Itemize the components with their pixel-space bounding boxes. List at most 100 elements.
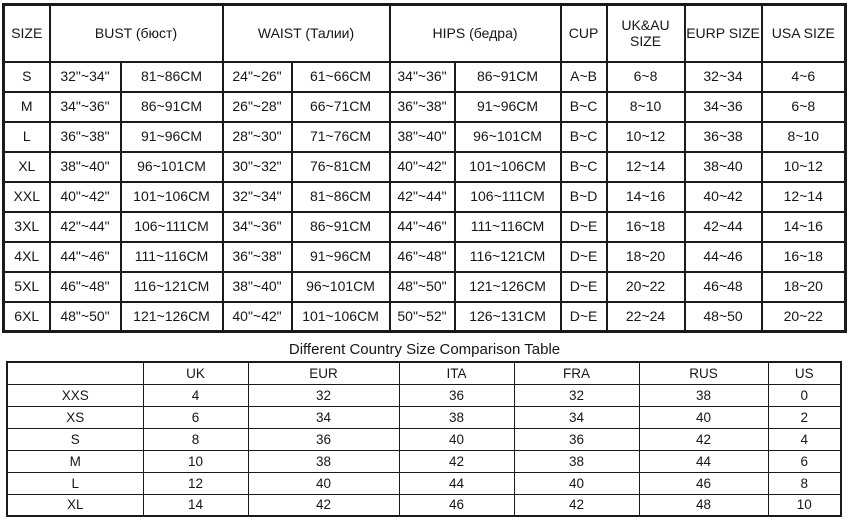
hips-cm-cell: 101~106CM bbox=[453, 150, 562, 183]
eur-cell: 40 bbox=[247, 471, 400, 495]
fra-cell: 32 bbox=[513, 383, 640, 407]
size-cell: M bbox=[2, 90, 51, 123]
size-cell: L bbox=[6, 471, 144, 495]
hips-in-cell: 36"~38" bbox=[388, 90, 456, 123]
bust-in-cell: 44"~46" bbox=[48, 240, 122, 273]
rus-cell: 38 bbox=[638, 383, 769, 407]
uk-cell: 4 bbox=[142, 383, 249, 407]
us-cell: 2 bbox=[767, 405, 842, 429]
bust-in-cell: 32"~34" bbox=[48, 60, 122, 93]
rus-cell: 44 bbox=[638, 449, 769, 473]
waist-in-cell: 30"~32" bbox=[221, 150, 293, 183]
us-cell: 10 bbox=[767, 493, 842, 517]
waist-in-cell: 24"~26" bbox=[221, 60, 293, 93]
cup-cell: D~E bbox=[559, 300, 608, 333]
rus-cell: 46 bbox=[638, 471, 769, 495]
col-header-hips: HIPS (бедра) bbox=[388, 3, 562, 63]
comparison-row-l: L 12 40 44 40 46 8 bbox=[6, 471, 842, 495]
hips-in-cell: 48"~50" bbox=[388, 270, 456, 303]
col-header-ukau-size: UK&AU SIZE bbox=[605, 3, 686, 63]
comparison-row-xs: XS 6 34 38 34 40 2 bbox=[6, 405, 842, 429]
waist-cm-cell: 81~86CM bbox=[290, 180, 391, 213]
col-header-us: US bbox=[767, 361, 842, 385]
bust-cm-cell: 91~96CM bbox=[119, 120, 224, 153]
waist-cm-cell: 91~96CM bbox=[290, 240, 391, 273]
table-row-xl: XL 38"~40" 96~101CM 30"~32" 76~81CM 40"~… bbox=[2, 150, 847, 183]
ukau-cell: 12~14 bbox=[605, 150, 686, 183]
size-cell: 6XL bbox=[2, 300, 51, 333]
col-header-rus: RUS bbox=[638, 361, 769, 385]
bust-in-cell: 48"~50" bbox=[48, 300, 122, 333]
bust-cm-cell: 81~86CM bbox=[119, 60, 224, 93]
comparison-row-m: M 10 38 42 38 44 6 bbox=[6, 449, 842, 473]
hips-in-cell: 38"~40" bbox=[388, 120, 456, 153]
waist-cm-cell: 61~66CM bbox=[290, 60, 391, 93]
hips-cm-cell: 106~111CM bbox=[453, 180, 562, 213]
col-header-size: SIZE bbox=[2, 3, 51, 63]
fra-cell: 36 bbox=[513, 427, 640, 451]
eur-cell: 34 bbox=[247, 405, 400, 429]
col-header-uk: UK bbox=[142, 361, 249, 385]
cup-cell: D~E bbox=[559, 210, 608, 243]
bust-in-cell: 38"~40" bbox=[48, 150, 122, 183]
hips-cm-cell: 126~131CM bbox=[453, 300, 562, 333]
waist-in-cell: 26"~28" bbox=[221, 90, 293, 123]
waist-cm-cell: 86~91CM bbox=[290, 210, 391, 243]
waist-cm-cell: 76~81CM bbox=[290, 150, 391, 183]
us-cell: 0 bbox=[767, 383, 842, 407]
cup-cell: D~E bbox=[559, 270, 608, 303]
col-header-blank bbox=[6, 361, 144, 385]
col-header-ita: ITA bbox=[398, 361, 515, 385]
hips-cm-cell: 91~96CM bbox=[453, 90, 562, 123]
size-cell: 3XL bbox=[2, 210, 51, 243]
eurp-cell: 38~40 bbox=[683, 150, 763, 183]
bust-in-cell: 46"~48" bbox=[48, 270, 122, 303]
hips-in-cell: 40"~42" bbox=[388, 150, 456, 183]
measurement-table: SIZE BUST (бюст) WAIST (Талии) HIPS (бед… bbox=[2, 3, 848, 333]
size-cell: S bbox=[2, 60, 51, 93]
ita-cell: 44 bbox=[398, 471, 515, 495]
bust-cm-cell: 96~101CM bbox=[119, 150, 224, 183]
uk-cell: 8 bbox=[142, 427, 249, 451]
waist-cm-cell: 71~76CM bbox=[290, 120, 391, 153]
rus-cell: 40 bbox=[638, 405, 769, 429]
eurp-cell: 46~48 bbox=[683, 270, 763, 303]
rus-cell: 42 bbox=[638, 427, 769, 451]
waist-in-cell: 38"~40" bbox=[221, 270, 293, 303]
table-row-m: M 34"~36" 86~91CM 26"~28" 66~71CM 36"~38… bbox=[2, 90, 847, 123]
waist-in-cell: 36"~38" bbox=[221, 240, 293, 273]
table-row-4xl: 4XL 44"~46" 111~116CM 36"~38" 91~96CM 46… bbox=[2, 240, 847, 273]
ukau-cell: 20~22 bbox=[605, 270, 686, 303]
col-header-eurp-size: EURP SIZE bbox=[683, 3, 763, 63]
size-cell: L bbox=[2, 120, 51, 153]
size-cell: XL bbox=[2, 150, 51, 183]
waist-cm-cell: 96~101CM bbox=[290, 270, 391, 303]
us-cell: 4 bbox=[767, 427, 842, 451]
comparison-row-xl: XL 14 42 46 42 48 10 bbox=[6, 493, 842, 517]
eurp-cell: 36~38 bbox=[683, 120, 763, 153]
comparison-row-s: S 8 36 40 36 42 4 bbox=[6, 427, 842, 451]
comparison-table-title: Different Country Size Comparison Table bbox=[288, 341, 561, 358]
us-cell: 6 bbox=[767, 449, 842, 473]
hips-cm-cell: 111~116CM bbox=[453, 210, 562, 243]
col-header-cup: CUP bbox=[559, 3, 608, 63]
eur-cell: 32 bbox=[247, 383, 400, 407]
bust-cm-cell: 116~121CM bbox=[119, 270, 224, 303]
ukau-cell: 22~24 bbox=[605, 300, 686, 333]
table-row-xxl: XXL 40"~42" 101~106CM 32"~34" 81~86CM 42… bbox=[2, 180, 847, 213]
us-cell: 8 bbox=[767, 471, 842, 495]
comparison-header-row: UK EUR ITA FRA RUS US bbox=[6, 361, 842, 385]
bust-cm-cell: 101~106CM bbox=[119, 180, 224, 213]
uk-cell: 12 bbox=[142, 471, 249, 495]
ukau-cell: 18~20 bbox=[605, 240, 686, 273]
ukau-cell: 10~12 bbox=[605, 120, 686, 153]
hips-in-cell: 34"~36" bbox=[388, 60, 456, 93]
usa-cell: 18~20 bbox=[760, 270, 847, 303]
ukau-cell: 16~18 bbox=[605, 210, 686, 243]
hips-cm-cell: 121~126CM bbox=[453, 270, 562, 303]
bust-cm-cell: 111~116CM bbox=[119, 240, 224, 273]
usa-cell: 16~18 bbox=[760, 240, 847, 273]
cup-cell: D~E bbox=[559, 240, 608, 273]
uk-cell: 6 bbox=[142, 405, 249, 429]
